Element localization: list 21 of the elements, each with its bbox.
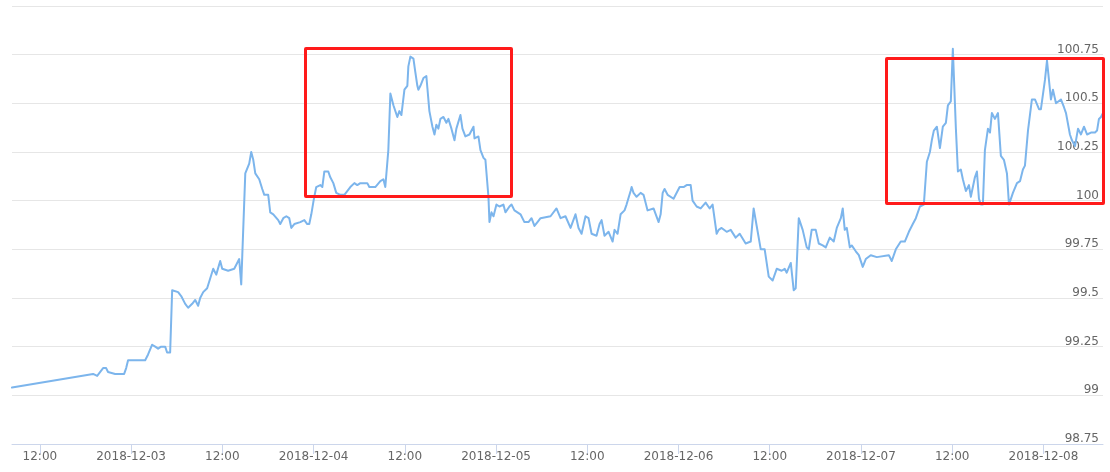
y-tick-label: 100 bbox=[1076, 187, 1099, 202]
x-tick-label: 2018-12-06 bbox=[643, 449, 714, 463]
x-tick-label: 2018-12-03 bbox=[96, 449, 166, 463]
y-tick-label: 100.5 bbox=[1064, 90, 1099, 105]
y-tick-label: 99.5 bbox=[1072, 285, 1099, 299]
x-tick-label: 12:00 bbox=[934, 449, 970, 463]
x-tick-label: 2018-12-05 bbox=[461, 449, 531, 463]
y-tick-label: 100.75 bbox=[1057, 41, 1099, 56]
x-tick-label: 12:00 bbox=[752, 449, 788, 463]
x-tick-label: 12:00 bbox=[387, 449, 423, 463]
y-tick-label: 99 bbox=[1083, 382, 1099, 397]
y-tick-label: 98.75 bbox=[1064, 431, 1099, 445]
y-tick-label: 100.25 bbox=[1057, 139, 1099, 153]
x-tick-label: 2018-12-07 bbox=[826, 449, 896, 463]
x-tick-label: 2018-12-08 bbox=[1008, 449, 1079, 463]
x-tick-label: 12:00 bbox=[22, 449, 58, 463]
x-tick-label: 12:00 bbox=[569, 449, 605, 463]
x-tick-label: 12:00 bbox=[205, 449, 240, 463]
y-tick-label: 99.25 bbox=[1064, 333, 1099, 348]
y-tick-label: 99.75 bbox=[1064, 236, 1099, 251]
x-tick-label: 2018-12-04 bbox=[278, 449, 349, 463]
